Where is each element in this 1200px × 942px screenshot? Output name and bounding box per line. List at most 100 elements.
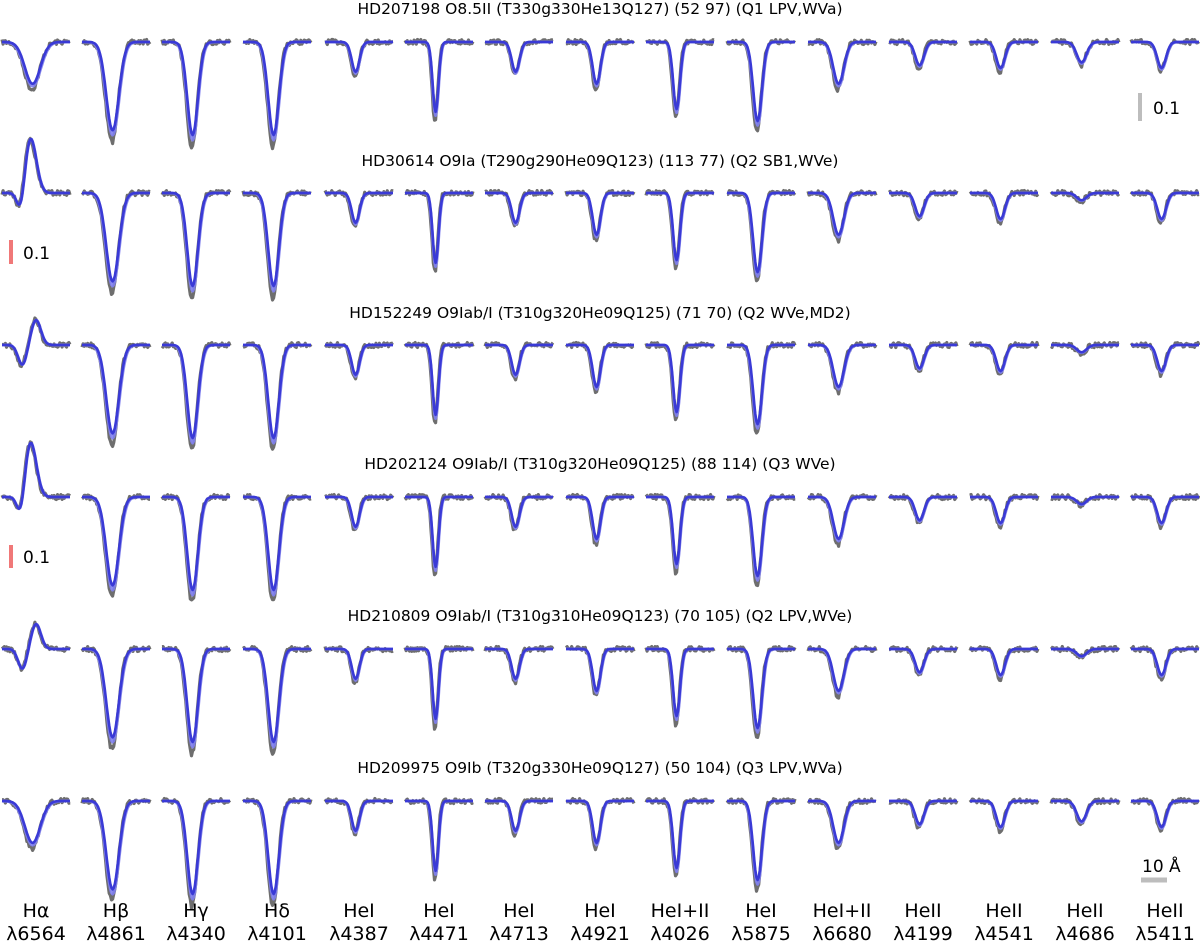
model-spectrum [888,647,958,674]
model-spectrum [1130,343,1200,373]
model-spectrum [565,647,635,693]
model-spectrum [484,40,554,74]
model-spectrum [565,495,635,541]
line-label-name: HeI [423,900,455,922]
model-spectrum [1050,343,1120,354]
model-spectrum [888,191,958,218]
model-spectrum [1050,495,1120,506]
model-spectrum [565,191,635,237]
line-label-wavelength: λ6564 [6,923,66,942]
model-spectrum [161,495,231,592]
model-spectrum [242,799,312,896]
line-label-name: HeII [1146,900,1183,922]
model-spectrum [726,343,796,426]
model-spectrum [161,191,231,288]
model-spectrum [969,495,1039,525]
model-spectrum [81,799,151,891]
model-spectrum [484,191,554,225]
model-spectrum [242,647,312,744]
model-spectrum [565,343,635,389]
model-spectrum [1,40,71,86]
model-spectrum [807,191,877,237]
model-spectrum [645,799,715,870]
row-title: HD30614 O9Ia (T290g290He09Q123) (113 77)… [362,152,839,170]
model-spectrum [1050,191,1120,202]
line-label-wavelength: λ6680 [812,923,872,942]
model-spectrum [969,343,1039,373]
line-label-wavelength: λ4199 [893,923,953,942]
model-spectrum [888,343,958,370]
row-title: HD209975 O9Ib (T320g330He09Q127) (50 104… [357,759,842,777]
model-spectrum [1,441,71,510]
model-spectrum [807,647,877,693]
model-spectrum [645,40,715,111]
line-label-name: HeII [1066,900,1103,922]
model-spectrum [161,40,231,137]
model-spectrum [888,495,958,522]
model-spectrum [81,495,151,587]
model-spectrum [645,495,715,566]
model-spectrum [1,799,71,845]
observed-spectrum [1049,189,1121,205]
model-spectrum [726,647,796,730]
model-spectrum [1,622,71,670]
model-spectrum [726,799,796,882]
model-spectrum [1050,40,1120,64]
model-spectrum [324,647,394,681]
model-spectrum [888,799,958,826]
model-spectrum [1130,799,1200,829]
line-label-name: HeII [904,900,941,922]
model-spectrum [888,40,958,67]
line-label-wavelength: λ4026 [650,923,710,942]
model-spectrum [807,40,877,86]
line-label-name: Hα [23,900,50,922]
model-spectrum [161,799,231,896]
model-spectrum [484,799,554,833]
flux-scale-label: 0.1 [1153,99,1180,119]
line-label-name: HeI+II [651,900,710,922]
model-spectrum [324,799,394,833]
model-spectrum [324,495,394,529]
flux-scale-label: 0.1 [23,244,50,264]
model-spectrum [969,40,1039,70]
line-label-wavelength: λ5875 [731,923,791,942]
line-label-wavelength: λ4861 [86,923,146,942]
model-spectrum [969,191,1039,221]
model-spectrum [242,343,312,440]
model-spectrum [645,647,715,718]
line-label-name: HeI [745,900,777,922]
model-spectrum [242,191,312,288]
model-spectrum [807,799,877,845]
row-title: HD152249 O9Iab/I (T310g320He09Q125) (71 … [349,304,850,322]
line-label-wavelength: λ5411 [1135,923,1195,942]
model-spectrum [726,40,796,123]
model-spectrum [807,343,877,389]
model-spectrum [404,495,474,569]
line-label-wavelength: λ4541 [974,923,1034,942]
line-label-name: HeI [584,900,616,922]
model-spectrum [1,318,71,366]
row-title: HD202124 O9Iab/I (T310g320He09Q125) (88 … [364,455,835,473]
line-label-name: Hδ [264,900,290,922]
model-spectrum [1050,799,1120,823]
model-spectrum [1130,495,1200,525]
model-spectrum [161,343,231,440]
model-spectrum [242,40,312,137]
model-spectrum [81,647,151,739]
line-label-wavelength: λ4921 [570,923,630,942]
line-label-name: HeI [343,900,375,922]
flux-scale-label: 0.1 [23,548,50,568]
model-spectrum [565,40,635,86]
model-spectrum [81,40,151,132]
model-spectrum [969,799,1039,829]
model-spectrum [404,343,474,417]
line-label-name: HeII [985,900,1022,922]
model-spectrum [324,191,394,225]
model-spectrum [324,40,394,74]
model-spectrum [404,40,474,114]
line-label-wavelength: λ4686 [1055,923,1115,942]
observed-spectrum [1,316,72,369]
model-spectrum [81,191,151,283]
row-title: HD210809 O9Iab/I (T310g310He09Q123) (70 … [348,607,853,625]
